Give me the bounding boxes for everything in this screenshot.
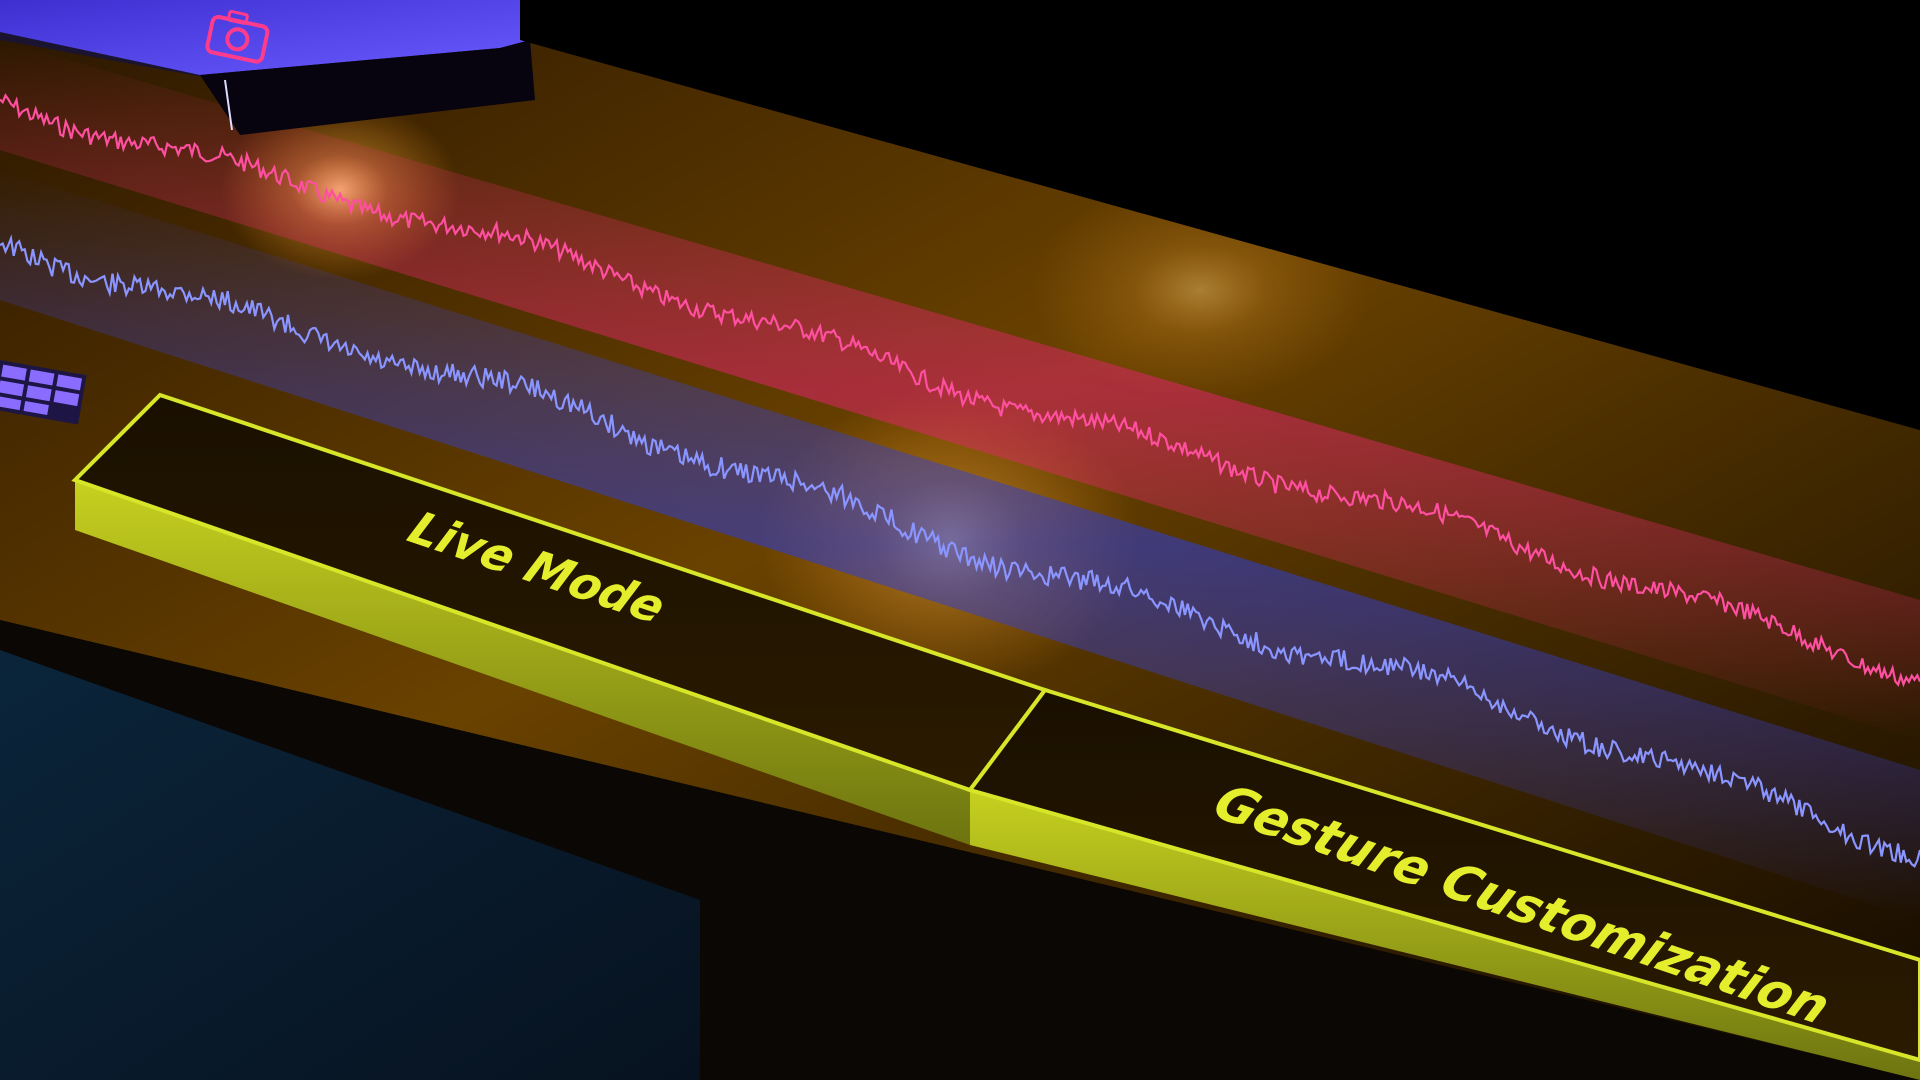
bottom-blue-panel [0,650,700,1080]
camera-panel[interactable] [0,0,535,135]
top-right-void [520,0,1920,430]
waveform-blue [0,234,1920,868]
pink-waveform-band [0,40,1920,740]
waveform-pink [0,93,1920,688]
camera-icon[interactable] [205,8,270,64]
blue-waveform-band [0,170,1920,920]
grid-icon[interactable] [0,360,87,425]
